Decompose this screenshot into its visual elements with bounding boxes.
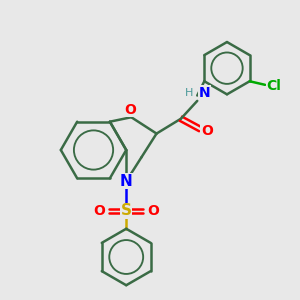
Text: N: N bbox=[199, 85, 210, 100]
Text: O: O bbox=[147, 204, 159, 218]
Text: N: N bbox=[120, 174, 133, 189]
Text: O: O bbox=[124, 103, 136, 117]
Text: O: O bbox=[94, 204, 105, 218]
Text: S: S bbox=[121, 203, 132, 218]
Text: Cl: Cl bbox=[267, 79, 281, 93]
Text: H: H bbox=[184, 88, 193, 98]
Text: O: O bbox=[201, 124, 213, 138]
